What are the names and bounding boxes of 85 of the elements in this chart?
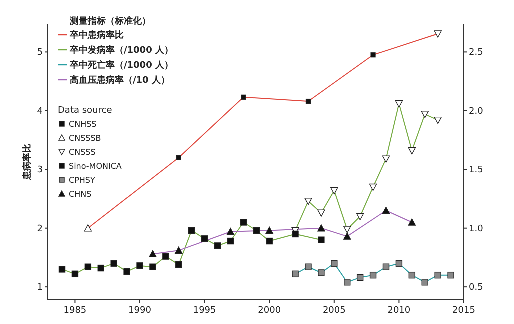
legend-label: CNSSS	[69, 148, 96, 157]
point	[330, 187, 338, 195]
y2-tick-label: 1.0	[469, 224, 484, 234]
legend-label: CHNS	[69, 190, 92, 199]
y2-tick-label: 2.5	[469, 48, 484, 58]
legend-label: Sino-MONICA	[69, 162, 122, 171]
point	[124, 268, 130, 276]
point	[253, 227, 260, 234]
point	[356, 213, 364, 220]
legend-label: CPHSY	[69, 176, 96, 185]
point	[434, 272, 442, 279]
point	[266, 226, 274, 234]
point	[306, 98, 312, 104]
point	[369, 184, 378, 192]
y-tick-label: 3	[37, 166, 43, 176]
x-tick-label: 2005	[322, 306, 346, 316]
point	[150, 264, 156, 270]
point	[201, 236, 208, 242]
point	[162, 253, 170, 260]
point	[382, 206, 390, 214]
point	[241, 94, 246, 100]
point	[318, 270, 325, 276]
x-tick-label: 2015	[452, 306, 476, 316]
point	[395, 100, 404, 108]
point	[110, 260, 118, 267]
point	[318, 236, 325, 244]
legend-label: 卒中发病率（/1000 人）	[69, 45, 174, 56]
point	[175, 246, 183, 254]
y2-tick-label: 2.0	[469, 106, 484, 117]
point	[304, 198, 312, 206]
y2-tick-label: 1.5	[469, 166, 484, 176]
point	[98, 264, 104, 272]
point	[408, 218, 416, 226]
point	[408, 272, 416, 279]
y-tick-label: 5	[37, 48, 43, 58]
legend-title: 测量指标（标准化）	[69, 16, 151, 27]
legend-label: CNHSS	[69, 120, 97, 129]
point	[344, 226, 352, 234]
point	[214, 242, 222, 250]
y-tick-label: 2	[37, 224, 43, 234]
x-tick-label: 1995	[193, 306, 216, 316]
point	[240, 219, 248, 226]
legend-label: 卒中患病率比	[69, 30, 124, 41]
point	[72, 270, 79, 278]
x-tick-label: 2000	[258, 306, 282, 316]
legend-label: 高血压患病率（/10 人）	[70, 75, 170, 86]
point	[382, 156, 390, 163]
point	[370, 272, 377, 279]
x-tick-label: 1985	[64, 306, 87, 316]
y-tick-label: 4	[37, 106, 44, 117]
point	[421, 111, 429, 118]
point	[292, 270, 299, 278]
point	[370, 52, 376, 58]
point	[318, 210, 326, 217]
x-tick-label: 1990	[128, 306, 152, 316]
point	[356, 274, 364, 282]
point	[422, 279, 428, 286]
point	[305, 264, 312, 270]
point	[292, 230, 299, 238]
point	[149, 250, 157, 258]
point	[58, 266, 66, 273]
point	[344, 279, 351, 286]
point	[266, 238, 273, 245]
point	[382, 264, 390, 270]
point	[188, 227, 196, 234]
point	[136, 262, 144, 270]
point	[84, 264, 92, 270]
point	[226, 228, 235, 236]
x-tick-label: 2010	[388, 306, 411, 316]
point	[434, 116, 442, 124]
point	[331, 260, 338, 267]
point	[318, 224, 326, 232]
legend-label: CNSSSB	[69, 134, 102, 143]
y-tick-label: 1	[37, 283, 43, 294]
annotation: Data source	[58, 106, 113, 116]
point	[408, 147, 416, 155]
y-axis-title: 患病率比	[22, 144, 33, 181]
point	[227, 238, 234, 245]
point	[448, 272, 454, 279]
point	[396, 260, 403, 267]
legend-label: 卒中死亡率（/1000 人）	[69, 60, 174, 71]
point	[344, 232, 352, 240]
point	[176, 155, 182, 160]
y2-tick-label: 0.5	[469, 283, 484, 294]
point	[176, 261, 182, 268]
